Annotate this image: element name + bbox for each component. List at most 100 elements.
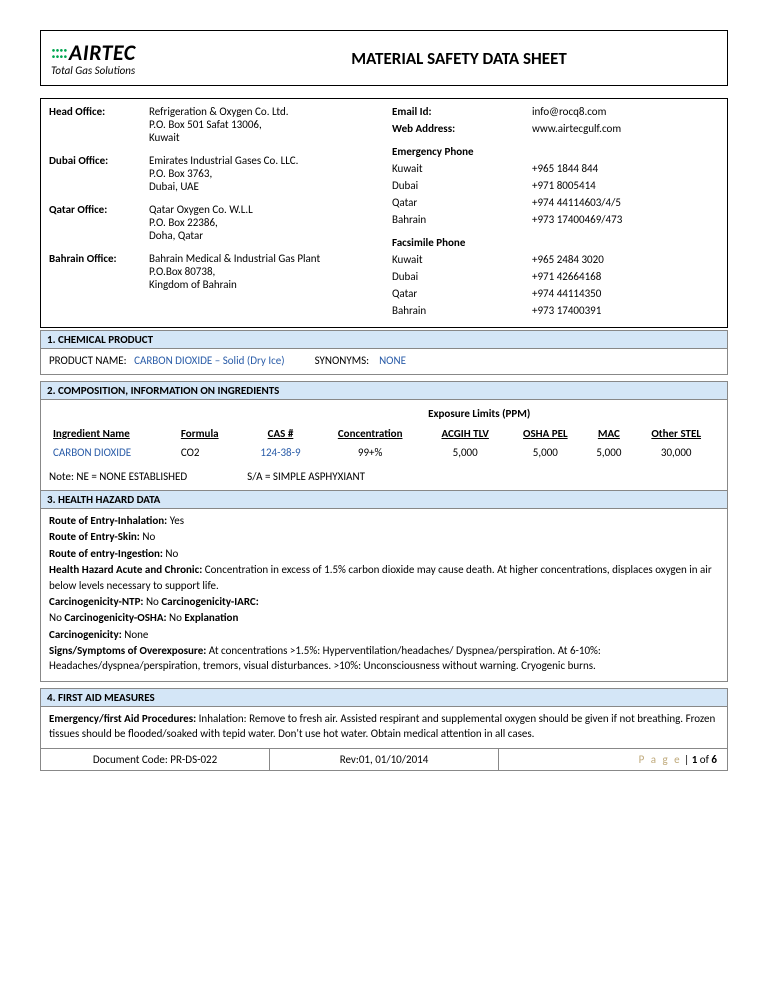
cell-conc: 99+%	[316, 443, 424, 462]
footer-page: P a g e | 1 of 6	[499, 749, 727, 770]
ntp-label: Carcinogenicity-NTP:	[49, 595, 143, 608]
text: P.O. Box 501 Safat 13006,	[149, 118, 376, 131]
dubai-office-value: Emirates Industrial Gases Co. LLC. P.O. …	[149, 154, 376, 193]
text: Dubai, UAE	[149, 180, 376, 193]
dubai-office: Dubai Office: Emirates Industrial Gases …	[49, 154, 376, 193]
bahrain-office-label: Bahrain Office:	[49, 252, 149, 291]
fax-dubai: Dubai+971 42664168	[392, 270, 719, 283]
web-row: Web Address: www.airtecgulf.com	[392, 122, 719, 135]
qatar-office-value: Qatar Oxygen Co. W.L.L P.O. Box 22386, D…	[149, 203, 376, 242]
footer-rev: Rev:01, 01/10/2014	[270, 749, 499, 770]
section-1-title: 1. CHEMICAL PRODUCT	[40, 330, 728, 349]
col-acgih: ACGIH TLV	[441, 427, 488, 440]
company-info-box: Head Office: Refrigeration & Oxygen Co. …	[40, 98, 728, 328]
acute-label: Health Hazard Acute and Chronic:	[49, 563, 202, 576]
email-value: info@rocq8.com	[532, 105, 719, 118]
qatar-office-label: Qatar Office:	[49, 203, 149, 242]
loc: Bahrain	[392, 304, 532, 317]
cell-stel: 30,000	[633, 443, 719, 462]
loc: Qatar	[392, 196, 532, 209]
emergency-qatar: Qatar+974 44114603/4/5	[392, 196, 719, 209]
col-conc: Concentration	[338, 427, 403, 440]
code-val: PR-DS-022	[170, 753, 217, 766]
col-formula: Formula	[181, 427, 219, 440]
section-1-content: PRODUCT NAME: CARBON DIOXIDE – Solid (Dr…	[40, 349, 728, 375]
section-3-title: 3. HEALTH HAZARD DATA	[40, 490, 728, 509]
inhalation-label: Route of Entry-Inhalation:	[49, 514, 167, 527]
loc: Bahrain	[392, 213, 532, 226]
col-cas: CAS #	[268, 427, 294, 440]
synonyms-value: NONE	[379, 354, 406, 367]
section-3-content: Route of Entry-Inhalation: Yes Route of …	[40, 509, 728, 682]
text: P.O.Box 80738,	[149, 265, 376, 278]
offices-column: Head Office: Refrigeration & Oxygen Co. …	[49, 105, 384, 321]
text: P.O. Box 3763,	[149, 167, 376, 180]
dubai-office-label: Dubai Office:	[49, 154, 149, 193]
table-header-row: Ingredient Name Formula CAS # Concentrat…	[49, 424, 719, 443]
bahrain-office: Bahrain Office: Bahrain Medical & Indust…	[49, 252, 376, 291]
text: P.O. Box 22386,	[149, 216, 376, 229]
fax-bahrain: Bahrain+973 17400391	[392, 304, 719, 317]
num: +973 17400469/473	[532, 213, 719, 226]
footer-doc-code: Document Code: PR-DS-022	[41, 749, 270, 770]
text: Kuwait	[149, 131, 376, 144]
emergency-label: Emergency Phone	[392, 145, 532, 158]
note-1: Note: NE = NONE ESTABLISHED	[49, 469, 187, 484]
qatar-office: Qatar Office: Qatar Oxygen Co. W.L.L P.O…	[49, 203, 376, 242]
loc: Dubai	[392, 179, 532, 192]
text: Qatar Oxygen Co. W.L.L	[149, 203, 376, 216]
page-title: MATERIAL SAFETY DATA SHEET	[201, 48, 717, 69]
loc: Kuwait	[392, 162, 532, 175]
text: Emirates Industrial Gases Co. LLC.	[149, 154, 376, 167]
skin-val: No	[140, 530, 155, 543]
synonyms-label: SYNONYMS:	[315, 354, 370, 367]
fax-label: Facsimile Phone	[392, 236, 532, 249]
fax-kuwait: Kuwait+965 2484 3020	[392, 253, 719, 266]
ingestion-label: Route of entry-Ingestion:	[49, 547, 163, 560]
cell-cas: 124-38-9	[245, 443, 317, 462]
num: +965 2484 3020	[532, 253, 719, 266]
logo: :::: AIRTEC Total Gas Solutions	[51, 39, 201, 77]
logo-dots-icon: ::::	[51, 45, 67, 59]
fax-header: Facsimile Phone	[392, 236, 719, 249]
col-stel: Other STEL	[651, 427, 701, 440]
skin-label: Route of Entry-Skin:	[49, 530, 140, 543]
section-4-content: Emergency/first Aid Procedures: Inhalati…	[40, 707, 728, 748]
signs-label: Signs/Symptoms of Overexposure:	[49, 644, 206, 657]
section-4-title: 4. FIRST AID MEASURES	[40, 688, 728, 707]
bahrain-office-value: Bahrain Medical & Industrial Gas Plant P…	[149, 252, 376, 291]
section-2-title: 2. COMPOSITION, INFORMATION ON INGREDIEN…	[40, 381, 728, 400]
cell-acgih: 5,000	[424, 443, 506, 462]
head-office: Head Office: Refrigeration & Oxygen Co. …	[49, 105, 376, 144]
num: +971 42664168	[532, 270, 719, 283]
web-label: Web Address:	[392, 122, 532, 135]
osha-label: Carcinogenicity-OSHA:	[64, 611, 166, 624]
product-name-label: PRODUCT NAME:	[49, 354, 127, 367]
logo-tagline: Total Gas Solutions	[51, 64, 201, 77]
code-label: Document Code:	[93, 753, 170, 766]
page-of: of	[697, 753, 711, 766]
osha-pre: No	[49, 611, 64, 624]
carc-label: Carcinogenicity:	[49, 628, 122, 641]
page-word: P a g e	[639, 753, 682, 766]
loc: Kuwait	[392, 253, 532, 266]
section-2-content: Exposure Limits (PPM) Ingredient Name Fo…	[40, 400, 728, 490]
num: +971 8005414	[532, 179, 719, 192]
logo-brand: AIRTEC	[69, 39, 136, 66]
osha-val: No	[167, 611, 185, 624]
web-value: www.airtecgulf.com	[532, 122, 719, 135]
explanation-label: Explanation	[184, 611, 238, 624]
email-row: Email Id: info@rocq8.com	[392, 105, 719, 118]
exposure-header: Exposure Limits (PPM)	[424, 404, 719, 423]
iarc-label: Carcinogenicity-IARC:	[161, 595, 258, 608]
emergency-dubai: Dubai+971 8005414	[392, 179, 719, 192]
page-total: 6	[711, 753, 717, 766]
cell-mac: 5,000	[584, 443, 633, 462]
loc: Dubai	[392, 270, 532, 283]
contact-column: Email Id: info@rocq8.com Web Address: ww…	[384, 105, 719, 321]
cell-name: CARBON DIOXIDE	[49, 443, 177, 462]
text: Doha, Qatar	[149, 229, 376, 242]
product-line: PRODUCT NAME: CARBON DIOXIDE – Solid (Dr…	[49, 353, 719, 368]
text: Kingdom of Bahrain	[149, 278, 376, 291]
note-2: S/A = SIMPLE ASPHYXIANT	[247, 469, 365, 484]
